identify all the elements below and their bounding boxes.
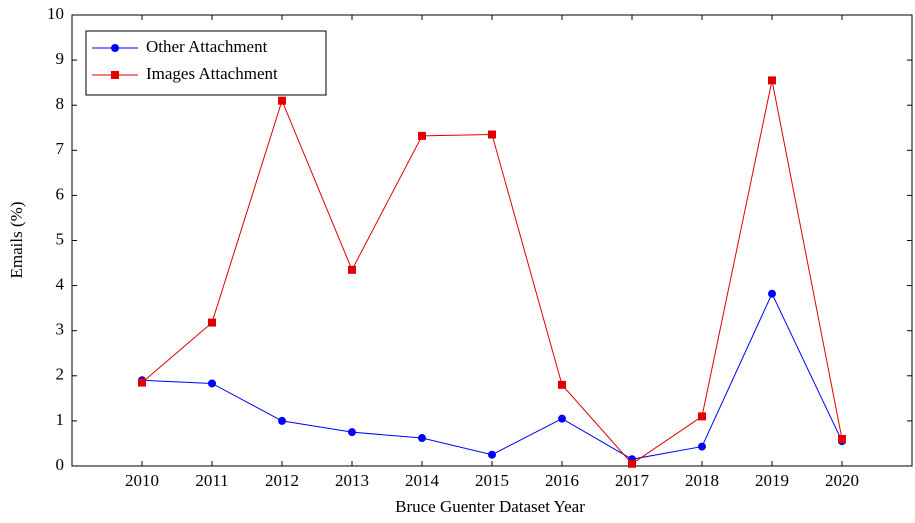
y-tick-label: 2 — [56, 365, 65, 384]
y-axis-label: Emails (%) — [7, 202, 26, 279]
data-point — [348, 428, 356, 437]
data-point — [558, 414, 566, 423]
x-tick-label: 2012 — [265, 471, 299, 490]
data-point — [558, 380, 566, 389]
legend-marker — [111, 71, 119, 79]
data-point — [488, 450, 496, 459]
data-point — [418, 131, 426, 140]
y-tick-label: 5 — [56, 229, 65, 248]
series-line — [141, 292, 843, 460]
legend-box — [85, 30, 327, 96]
data-point — [698, 412, 706, 421]
y-tick-label: 3 — [56, 320, 65, 339]
x-tick-label: 2010 — [125, 471, 159, 490]
y-tick-label: 10 — [47, 4, 64, 23]
x-tick-label: 2016 — [545, 471, 579, 490]
y-tick-label: 8 — [56, 94, 65, 113]
data-point — [278, 96, 286, 105]
y-tick-label: 7 — [56, 139, 65, 158]
data-point — [768, 76, 776, 85]
x-tick-label: 2020 — [825, 471, 859, 490]
data-point — [418, 434, 426, 443]
data-point — [838, 434, 846, 443]
x-tick-label: 2014 — [405, 471, 440, 490]
x-tick-label: 2015 — [475, 471, 509, 490]
y-tick-label: 9 — [56, 49, 65, 68]
x-tick-label: 2019 — [755, 471, 789, 490]
y-tick-label: 6 — [56, 184, 65, 203]
legend-label: Images Attachment — [146, 64, 278, 83]
data-point — [698, 442, 706, 451]
y-tick-label: 4 — [56, 275, 65, 294]
x-tick-label: 2017 — [615, 471, 650, 490]
data-point — [278, 416, 286, 425]
x-tick-label: 2018 — [685, 471, 719, 490]
x-axis-label: Bruce Guenter Dataset Year — [395, 497, 585, 516]
data-point — [488, 130, 496, 139]
data-point — [138, 378, 146, 387]
x-tick-label: 2011 — [195, 471, 228, 490]
legend-marker — [111, 44, 119, 52]
data-point — [348, 265, 356, 274]
data-point — [628, 459, 636, 468]
legend-label: Other Attachment — [146, 37, 268, 56]
data-point — [768, 289, 776, 298]
y-tick-label: 1 — [56, 410, 65, 429]
y-tick-label: 0 — [56, 455, 65, 474]
data-point — [208, 379, 216, 388]
data-point — [208, 318, 216, 327]
x-tick-label: 2013 — [335, 471, 369, 490]
